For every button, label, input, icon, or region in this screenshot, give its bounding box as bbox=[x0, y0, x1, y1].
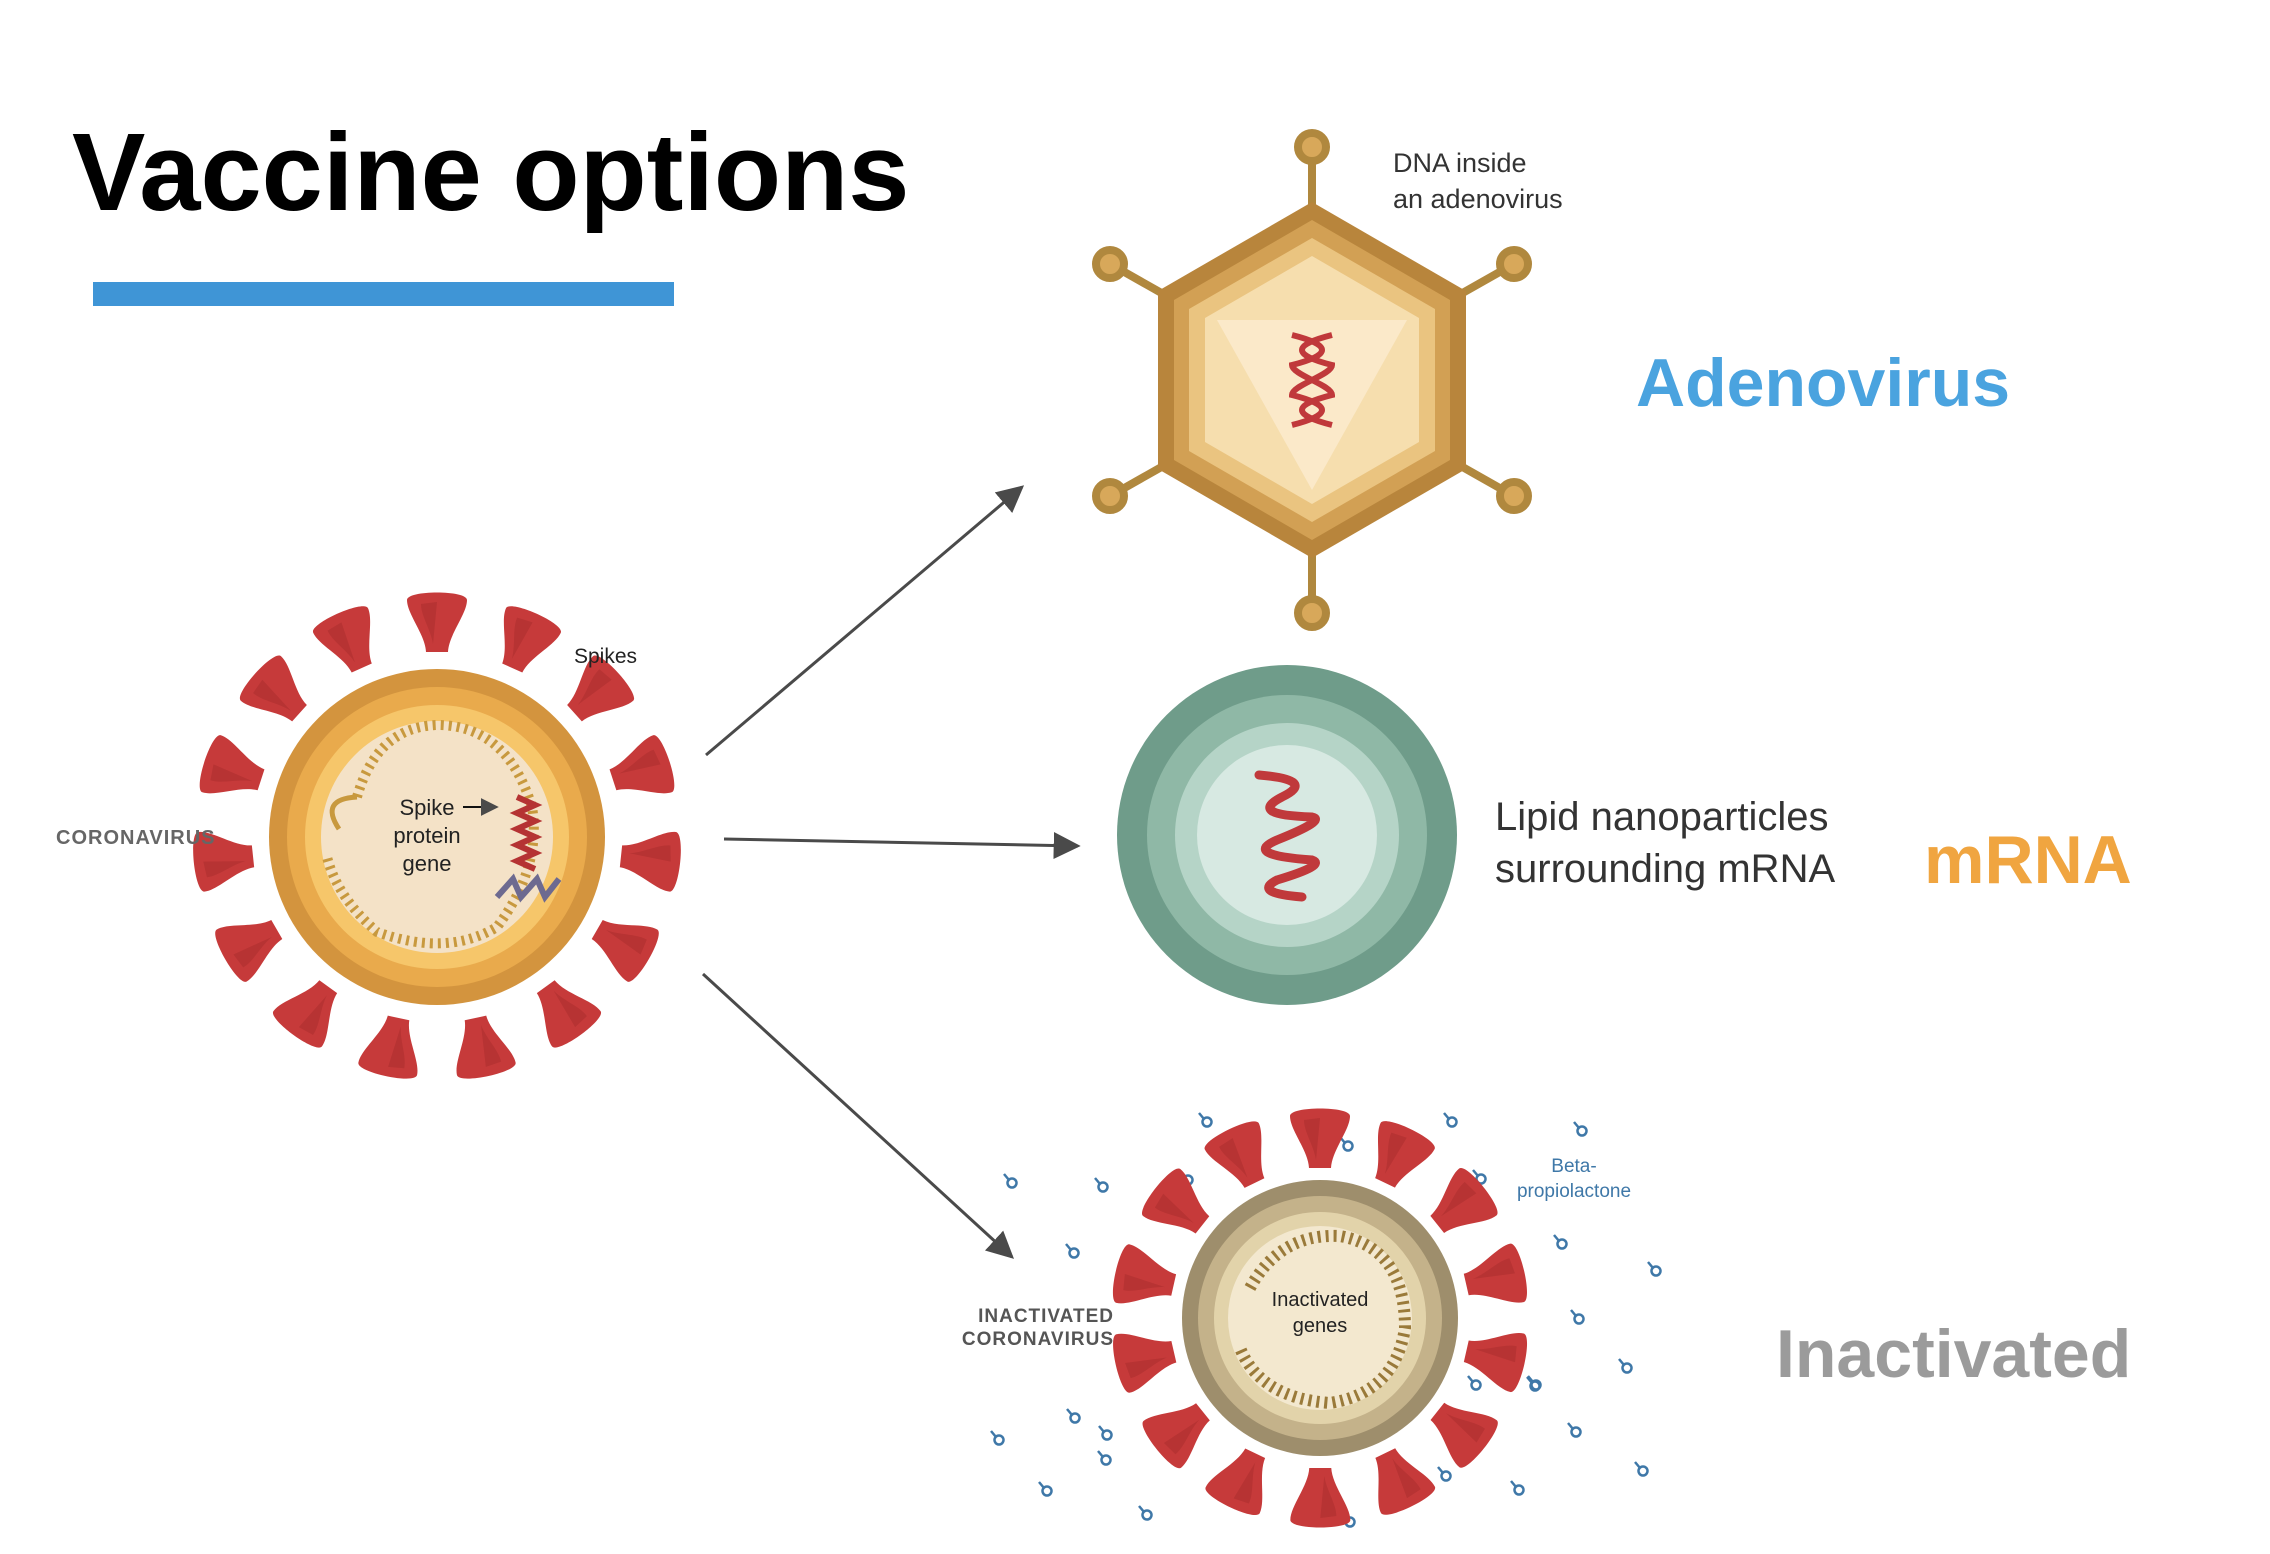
fiber-icons bbox=[1092, 129, 1532, 631]
coronavirus-illustration: Spike protein gene bbox=[190, 592, 684, 1083]
adenovirus-caption-line-1: DNA inside bbox=[1393, 148, 1527, 178]
page-title: Vaccine options bbox=[72, 111, 910, 234]
arrow-to-inactivated bbox=[701, 972, 1014, 1259]
genes-label-line-2: genes bbox=[1293, 1315, 1348, 1337]
chemical-label-line-1: Beta- bbox=[1551, 1156, 1596, 1177]
mrna-strand-icon bbox=[1254, 770, 1320, 902]
inactivated-label-line-2: CORONAVIRUS bbox=[962, 1329, 1114, 1350]
lipid-nanoparticle-illustration bbox=[1117, 665, 1457, 1005]
spike-gene-helix bbox=[509, 794, 543, 872]
adenovirus-caption-line-2: an adenovirus bbox=[1393, 184, 1563, 214]
inactivated-name: Inactivated bbox=[1776, 1316, 2131, 1392]
spikes-label: Spikes bbox=[574, 645, 637, 668]
genes-label-line-1: Inactivated bbox=[1272, 1289, 1369, 1311]
arrows bbox=[701, 485, 1081, 1259]
inactivated-label-line-1: INACTIVATED bbox=[978, 1306, 1114, 1327]
mrna-caption-line-2: surrounding mRNA bbox=[1495, 847, 1835, 891]
gene-label-line-2: protein bbox=[393, 823, 460, 848]
adenovirus-name: Adenovirus bbox=[1636, 345, 2010, 421]
mrna-caption-line-1: Lipid nanoparticles bbox=[1495, 795, 1829, 839]
arrow-to-adenovirus bbox=[705, 485, 1025, 757]
gene-label-line-1: Spike bbox=[399, 795, 454, 820]
chemical-label-line-2: propiolactone bbox=[1517, 1181, 1631, 1202]
adenovirus-illustration bbox=[1092, 129, 1532, 631]
mrna-name: mRNA bbox=[1924, 822, 2132, 898]
gene-label-line-3: gene bbox=[403, 851, 452, 876]
title-underline bbox=[93, 282, 674, 306]
arrow-to-mrna bbox=[723, 832, 1081, 860]
inactivated-coronavirus-illustration: Inactivated genes bbox=[1109, 1108, 1531, 1528]
coronavirus-label: CORONAVIRUS bbox=[56, 827, 216, 849]
dna-helix-icon bbox=[1288, 332, 1336, 428]
